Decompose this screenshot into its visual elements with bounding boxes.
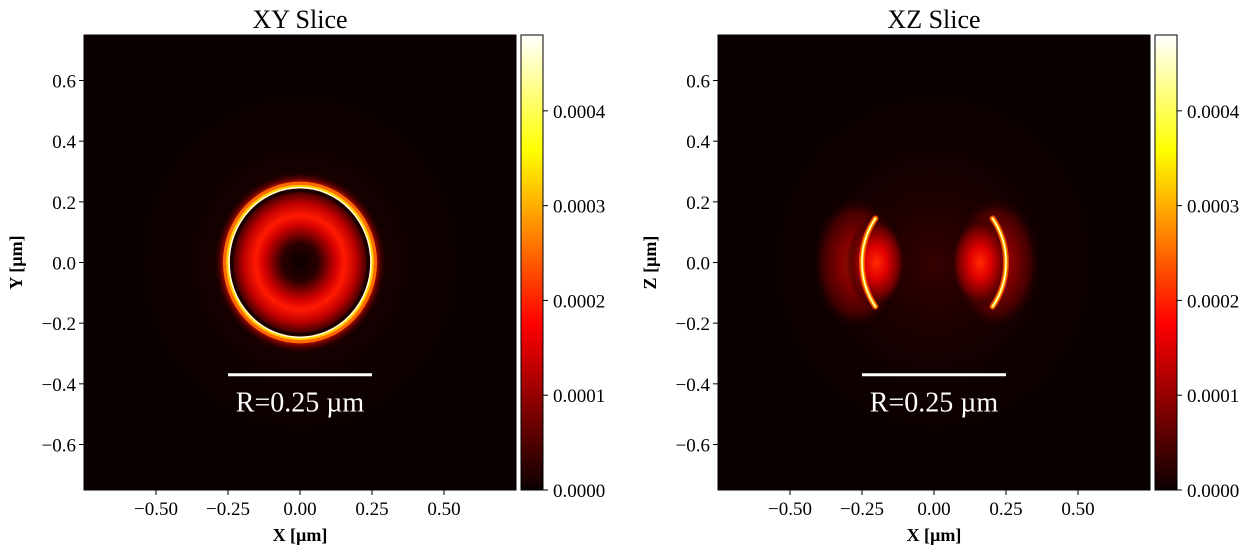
scale-bar-label: R=0.25 µm	[870, 388, 999, 419]
y-tick-label: −0.6	[676, 436, 710, 457]
y-tick-label: −0.6	[42, 436, 76, 457]
field-haze	[761, 80, 1107, 445]
edge-arc-hot-right	[991, 217, 1007, 308]
colorbar: 0.0000 0.0001 0.0002 0.0003 0.0004	[1154, 34, 1240, 502]
colorbar-tick-label: 0.0000	[553, 481, 605, 502]
x-axis-label: X [µm]	[273, 525, 328, 545]
heatmap-field	[761, 80, 1107, 445]
chart-panel-1: R=0.25 µm −0.50 −0.25 0.00 0.25 0.50 0.6 0.4 0.2…	[6, 5, 606, 545]
colorbar-tick-label: 0.0002	[1187, 291, 1239, 312]
colorbar-tick-label: 0.0002	[553, 291, 605, 312]
edge-arc-hot-left	[861, 217, 877, 308]
y-tick-label: 0.0	[52, 254, 76, 275]
y-tick-label: 0.2	[52, 193, 76, 214]
x-tick-label: −0.25	[206, 499, 250, 520]
lobe-left	[846, 217, 907, 308]
chart-panel-2: R=0.25 µm −0.50 −0.25 0.00 0.25 0.50 0.6 0.4 0.2…	[640, 5, 1240, 545]
y-tick-label: −0.4	[676, 375, 711, 396]
y-tick-label: −0.2	[676, 314, 710, 335]
y-tick-label: 0.4	[686, 132, 710, 153]
colorbar-tick-label: 0.0003	[553, 197, 605, 218]
chart-title: XY Slice	[252, 5, 347, 34]
x-tick-label: −0.50	[768, 499, 812, 520]
x-tick-label: −0.25	[840, 499, 884, 520]
x-tick-label: 0.50	[427, 499, 460, 520]
y-tick-label: 0.4	[52, 132, 76, 153]
x-tick-label: 0.25	[989, 499, 1022, 520]
chart-title: XZ Slice	[887, 5, 980, 34]
lobe-right	[949, 217, 1011, 308]
y-tick-label: 0.6	[686, 72, 710, 93]
y-axis-label: Z [µm]	[640, 236, 660, 290]
scale-bar-label: R=0.25 µm	[236, 388, 365, 419]
colorbar-tick-label: 0.0001	[1187, 386, 1239, 407]
y-tick-label: 0.6	[52, 72, 76, 93]
y-tick-label: 0.2	[686, 193, 710, 214]
ring-interior	[228, 186, 372, 339]
colorbar-tick-label: 0.0004	[553, 102, 606, 123]
lobes	[811, 194, 1041, 331]
colorbar-gradient	[1154, 34, 1178, 491]
colorbar-tick-label: 0.0004	[1187, 102, 1240, 123]
x-tick-label: 0.00	[283, 499, 316, 520]
colorbar-tick-label: 0.0001	[553, 386, 605, 407]
y-tick-label: −0.4	[42, 375, 77, 396]
y-tick-label: −0.2	[42, 314, 76, 335]
colorbar-gradient	[520, 34, 544, 491]
x-tick-label: 0.50	[1061, 499, 1094, 520]
colorbar-tick-label: 0.0000	[1187, 481, 1239, 502]
heatmap-field	[127, 80, 473, 445]
colorbar-tick-label: 0.0003	[1187, 197, 1239, 218]
ring-rim	[226, 184, 374, 341]
x-tick-label: −0.50	[134, 499, 178, 520]
y-axis-label: Y [µm]	[6, 235, 26, 289]
x-tick-label: 0.00	[917, 499, 950, 520]
ring-inner-edge	[230, 189, 370, 336]
colorbar: 0.0000 0.0001 0.0002 0.0003 0.0004	[520, 34, 606, 502]
x-tick-label: 0.25	[355, 499, 388, 520]
ring-rim-hot	[228, 186, 372, 339]
x-axis-label: X [µm]	[907, 525, 962, 545]
y-tick-label: 0.0	[686, 254, 710, 275]
ring-rim-outer	[223, 181, 377, 344]
